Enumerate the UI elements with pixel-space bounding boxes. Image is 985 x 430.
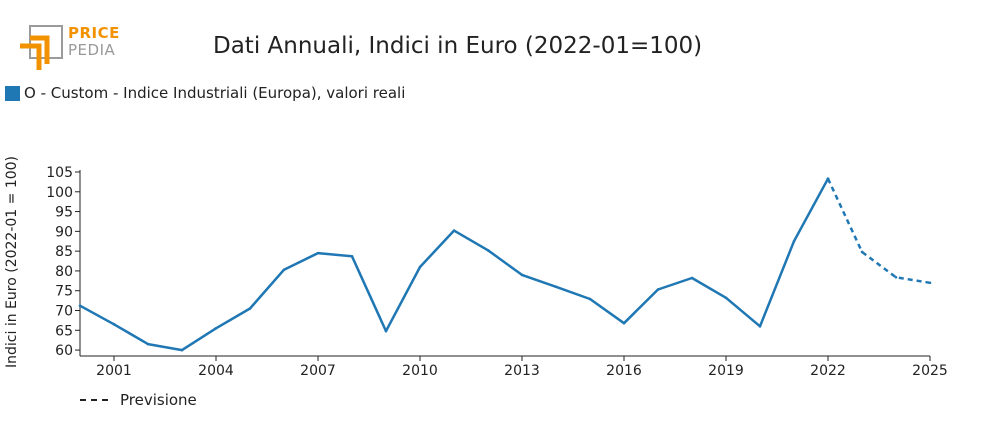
forecast-label: Previsione — [120, 391, 197, 409]
legend-label: O - Custom - Indice Industriali (Europa)… — [24, 84, 406, 102]
forecast-data-point — [826, 177, 830, 181]
data-point — [554, 285, 558, 289]
x-tick-label: 2004 — [198, 363, 234, 379]
data-point — [452, 229, 456, 232]
legend-swatch — [5, 85, 20, 101]
forecast-data-point — [860, 250, 864, 254]
main-series-line — [79, 178, 830, 352]
y-tick-label: 75 — [55, 284, 73, 300]
data-point — [146, 342, 150, 346]
data-point — [350, 254, 354, 258]
data-point — [588, 297, 592, 301]
x-tick-label: 2001 — [96, 363, 132, 379]
logo-text-price: PRICE — [68, 24, 120, 42]
data-point — [622, 321, 626, 325]
data-point — [758, 325, 762, 328]
y-tick-label: 85 — [55, 244, 73, 260]
data-point — [248, 307, 252, 310]
y-axis-label: Indici in Euro (2022-01 = 100) — [4, 156, 20, 368]
y-tick-label: 100 — [46, 185, 73, 201]
y-tick-label: 80 — [55, 264, 73, 280]
forecast-data-point — [894, 275, 898, 279]
data-point — [724, 296, 728, 300]
data-point — [656, 288, 660, 291]
x-tick-label: 2010 — [402, 363, 438, 379]
data-point — [418, 265, 422, 269]
data-point — [316, 251, 320, 255]
y-tick-label: 65 — [55, 323, 73, 339]
x-tick-label: 2007 — [300, 363, 336, 379]
x-tick-label: 2016 — [606, 363, 642, 379]
y-tick-label: 95 — [55, 205, 73, 221]
y-tick-label: 105 — [46, 165, 73, 181]
data-point — [78, 304, 82, 308]
legend-forecast: Previsione — [80, 391, 197, 409]
chart-title: Dati Annuali, Indici in Euro (2022-01=10… — [213, 33, 703, 59]
data-point — [520, 273, 524, 277]
y-tick-label: 90 — [55, 224, 73, 240]
logo-mark — [20, 25, 63, 70]
data-point — [282, 268, 286, 272]
x-tick-label: 2013 — [504, 363, 540, 379]
data-point — [214, 327, 218, 330]
y-tick-label: 60 — [55, 343, 73, 359]
data-point — [112, 323, 116, 326]
data-point — [690, 276, 694, 280]
x-tick-label: 2019 — [708, 363, 744, 379]
dashed-line-icon — [80, 399, 112, 401]
forecast-series-line — [826, 178, 931, 285]
x-tick-label: 2025 — [912, 363, 948, 379]
legend-series[interactable]: O - Custom - Indice Industriali (Europa)… — [5, 84, 405, 102]
pricepedia-logo: PRICE PEDIA — [18, 24, 128, 74]
y-tick-label: 70 — [55, 303, 73, 319]
logo-text-pedia: PEDIA — [68, 41, 116, 59]
data-point — [180, 348, 184, 352]
data-point — [486, 249, 490, 252]
forecast-data-point — [928, 281, 932, 285]
x-tick-label: 2022 — [810, 363, 846, 379]
data-point — [792, 239, 796, 243]
data-point — [384, 329, 388, 333]
